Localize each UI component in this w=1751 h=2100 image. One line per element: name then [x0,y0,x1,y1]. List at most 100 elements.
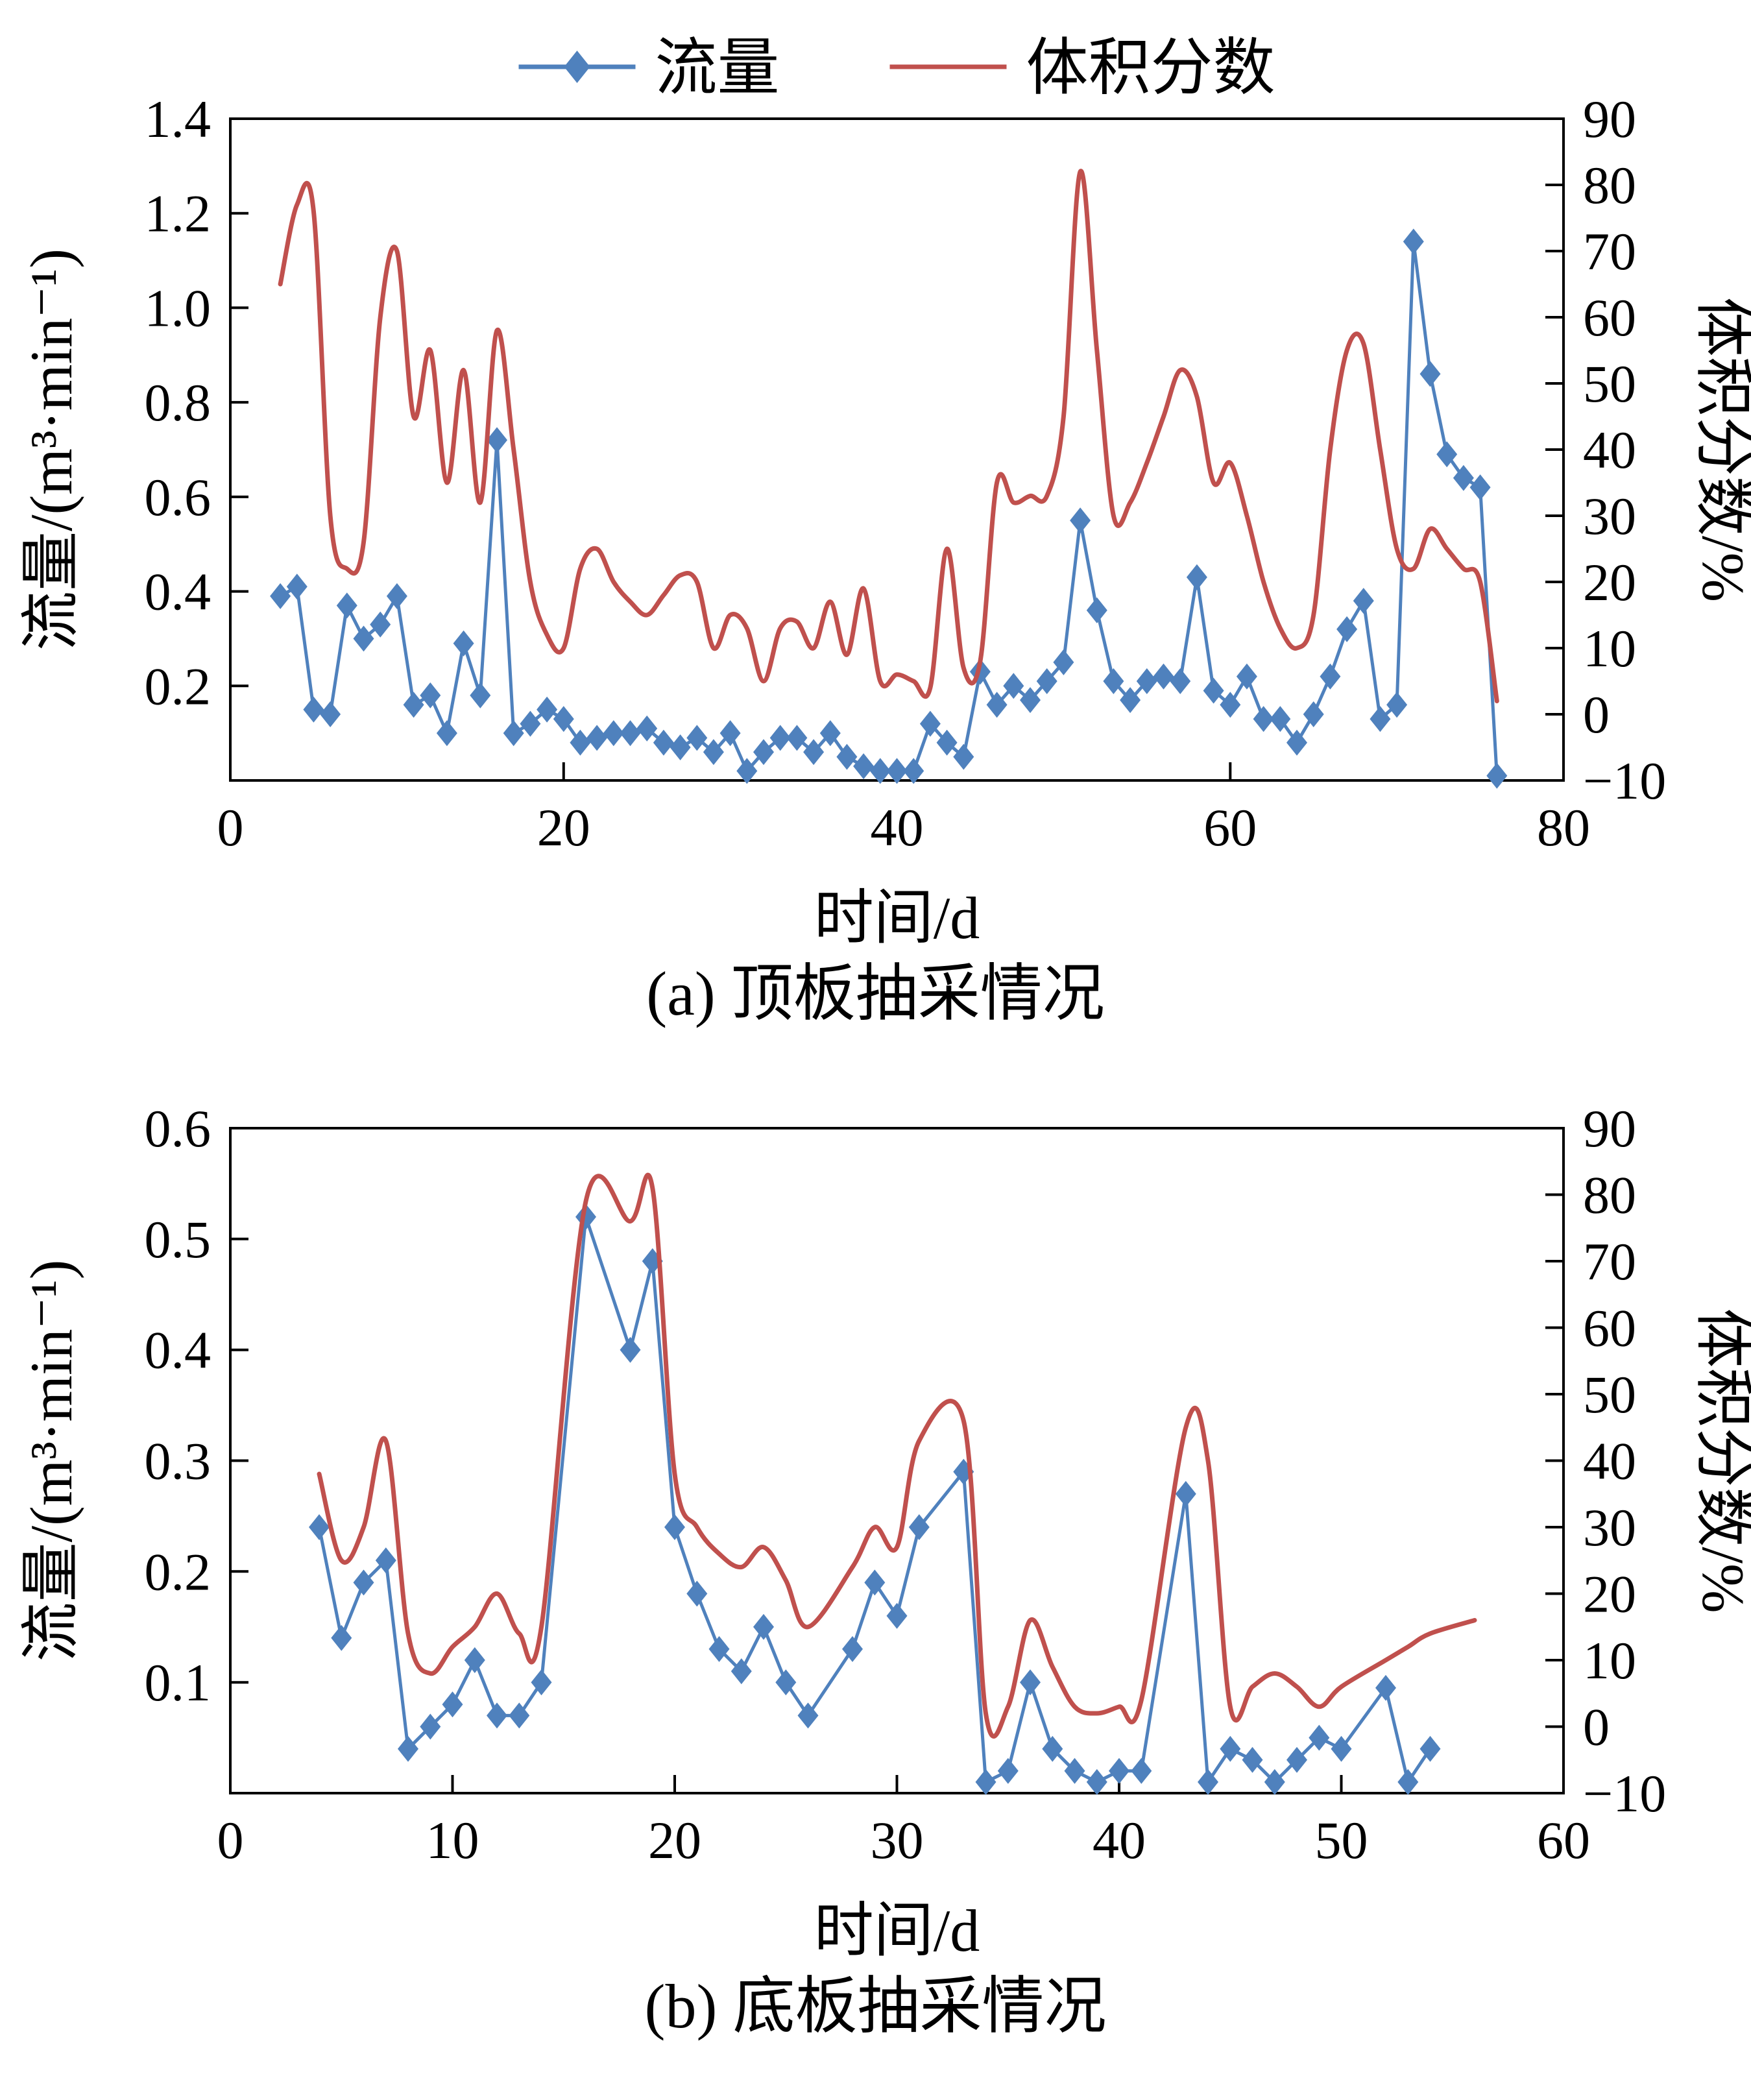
diamond-marker [1419,1735,1441,1762]
diamond-marker [1436,441,1458,468]
y-tick-label-right: −10 [1583,1764,1666,1823]
diamond-marker [586,725,608,751]
y-tick-label-right: 40 [1583,420,1636,479]
chart-a-caption: (a) 顶板抽采情况 [646,959,1105,1028]
diamond-marker [803,739,825,766]
diamond-marker [636,715,658,742]
diamond-marker [603,720,624,747]
chart-b-plot: 0 10 20 30 40 50 60 0.1 0.2 0.3 0.4 0.5 0.6 −10 0 10 20 3… [18,1099,1751,1964]
diamond-marker [336,592,357,619]
diamond-marker [386,583,407,609]
y-tick-label-right: 30 [1583,1498,1636,1557]
y-tick-label-right: −10 [1583,751,1666,810]
diamond-marker [1064,1757,1085,1784]
y-tick-label-left: 0.8 [145,373,211,432]
diamond-marker [537,696,558,723]
diamond-marker [442,1691,463,1718]
legend-label: 体积分数 [1026,33,1275,103]
series-flow-markers [309,1203,1441,1796]
y-tick-label-right: 90 [1583,90,1636,149]
axes: 0 10 20 30 40 50 60 0.1 0.2 0.3 0.4 0.5 0.6 −10 0 10 20 3… [18,1099,1751,1964]
y-tick-label-right: 90 [1583,1099,1636,1158]
y-tick-label-right: 0 [1583,1698,1610,1757]
diamond-marker [719,720,741,747]
series-fraction [317,1173,1477,1739]
diamond-marker [997,1757,1019,1784]
diamond-marker [1253,706,1274,732]
legend-label: 流量 [655,33,780,103]
y-tick-label-right: 60 [1583,288,1636,347]
diamond-marker [1353,588,1374,614]
x-tick-label: 30 [871,1811,924,1870]
y-tick-label-right: 80 [1583,156,1636,215]
diamond-marker [436,720,457,747]
y-tick-label-left: 0.6 [145,1099,211,1158]
y-tick-label-right: 50 [1583,354,1636,413]
y-tick-label-left: 1.4 [145,90,211,149]
diamond-marker [653,729,674,756]
diamond-marker [1198,1769,1218,1796]
x-axis-title: 时间/d [814,1898,980,1964]
y-tick-label-left: 1.2 [145,184,211,243]
diamond-marker [753,739,774,766]
diamond-marker [1403,228,1424,255]
diamond-marker [403,692,424,718]
x-tick-label: 80 [1537,798,1590,857]
x-tick-label: 40 [1093,1811,1146,1870]
diamond-marker [453,630,474,657]
y-tick-label-right: 30 [1583,487,1636,546]
x-tick-label: 0 [217,798,244,857]
diamond-marker [620,1336,641,1363]
diamond-marker [975,1769,996,1796]
diamond-marker [1370,706,1391,732]
y-tick-label-left: 0.3 [145,1432,211,1491]
axes: 0 20 40 60 80 0.2 0.4 0.6 0.8 1.0 1.2 1.4 −10 0 10 20 30… [18,90,1751,951]
diamond-marker [886,1602,908,1629]
diamond-marker [1242,1746,1263,1773]
diamond-marker [664,1514,685,1541]
x-axis-title: 时间/d [814,885,980,951]
legend: 流量 体积分数 [518,33,1275,103]
diamond-marker [753,1613,774,1640]
y-tick-label-left: 0.4 [145,1321,211,1380]
diamond-marker [1203,677,1224,704]
diamond-marker [1270,706,1291,732]
y-tick-label-left: 0.1 [145,1653,211,1712]
diamond-marker [509,1702,530,1729]
diamond-marker [553,706,574,732]
x-tick-label: 20 [648,1811,701,1870]
y-tick-label-right: 0 [1583,685,1610,744]
x-tick-label: 10 [426,1811,479,1870]
diamond-marker [320,701,341,727]
y-tick-label-right: 20 [1583,1565,1636,1624]
diamond-marker [903,758,924,784]
figure-page: 0 20 40 60 80 0.2 0.4 0.6 0.8 1.0 1.2 1.4 −10 0 10 20 30… [0,33,1751,2044]
diamond-marker [309,1514,330,1541]
series-fraction [278,169,1499,704]
diamond-marker [869,758,891,784]
diamond-marker [736,758,758,784]
y-tick-label-left: 0.5 [145,1210,211,1269]
y-tick-label-right: 50 [1583,1365,1636,1424]
diamond-marker [331,1624,352,1651]
diamond-marker [1003,673,1024,699]
diamond-marker [1109,1757,1129,1784]
series-flow-markers [270,228,1508,789]
diamond-marker [1070,507,1091,534]
diamond-marker [686,725,708,751]
diamond-marker [1020,687,1041,714]
chart-b-block: 0 10 20 30 40 50 60 0.1 0.2 0.3 0.4 0.5 0.6 −10 0 10 20 3… [0,1076,1751,2044]
y-tick-label-left: 0.2 [145,657,211,716]
diamond-marker [1186,564,1207,590]
diamond-marker [703,739,724,766]
diamond-marker [487,427,507,453]
diamond-marker [353,1569,374,1596]
diamond-marker [1136,668,1157,694]
diamond-marker [1175,1480,1196,1507]
y-tick-label-right: 80 [1583,1166,1636,1225]
x-tick-label: 60 [1537,1811,1590,1870]
diamond-marker [797,1702,819,1729]
diamond-marker [1036,668,1057,694]
x-tick-label: 40 [871,798,924,857]
y-tick-label-left: 0.2 [145,1542,211,1601]
